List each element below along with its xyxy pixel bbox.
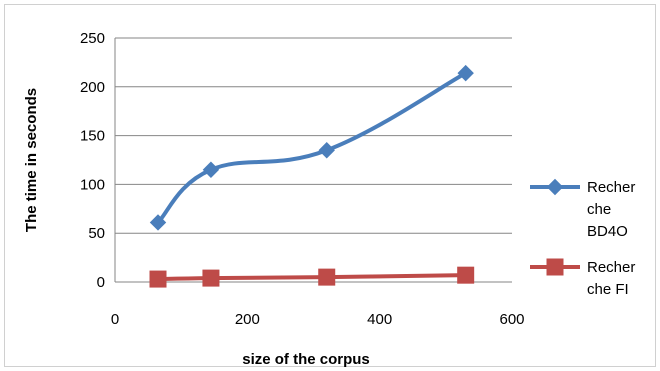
data-point — [318, 268, 336, 286]
data-point — [149, 270, 167, 288]
data-point — [457, 64, 474, 82]
y-tick-label: 150 — [80, 128, 105, 145]
legend-item-2: Recher che FI — [530, 258, 635, 298]
y-tick-label: 250 — [80, 30, 105, 47]
legend-swatch-marker — [546, 178, 564, 196]
data-point — [202, 161, 220, 178]
y-axis-title: The time in seconds — [23, 88, 40, 232]
y-tick-label: 0 — [97, 274, 105, 291]
y-tick-label: 200 — [80, 79, 105, 96]
legend: Recher che BD4O Recher che FI — [530, 178, 635, 298]
legend-label: Recher che FI — [587, 259, 635, 298]
axes — [114, 38, 512, 283]
y-tick-label: 100 — [80, 176, 105, 193]
data-point — [457, 266, 475, 284]
x-tick-label: 200 — [235, 311, 260, 328]
data-point — [149, 214, 167, 231]
series-line — [156, 71, 468, 225]
x-tick-label: 600 — [499, 311, 524, 328]
tick-labels: 0 50 100 150 200 250 0 200 400 600 — [80, 30, 525, 328]
legend-label: Recher che BD4O — [587, 179, 635, 240]
series-2 — [149, 266, 475, 288]
x-tick-label: 400 — [367, 311, 392, 328]
gridlines — [115, 37, 512, 283]
x-tick-label: 0 — [111, 311, 119, 328]
legend-item-1: Recher che BD4O — [530, 178, 635, 240]
x-axis-title: size of the corpus — [242, 351, 370, 368]
y-tick-label: 50 — [88, 225, 105, 242]
data-point — [318, 142, 335, 159]
series-line — [156, 273, 468, 282]
series-1 — [149, 64, 474, 231]
data-point — [202, 269, 220, 287]
series-layer — [149, 64, 475, 288]
legend-swatch-marker — [546, 258, 564, 276]
